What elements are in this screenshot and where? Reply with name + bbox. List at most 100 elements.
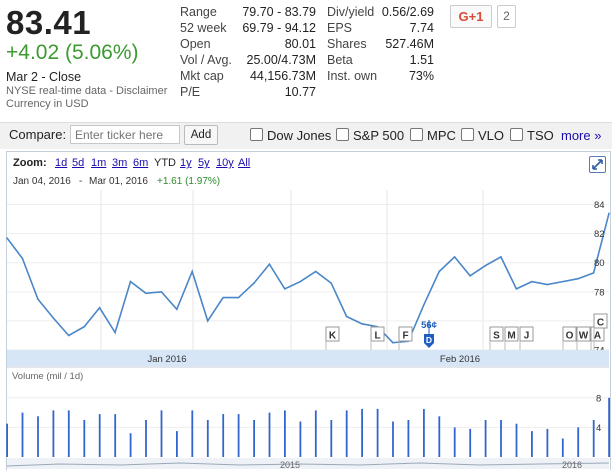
volume-bars — [6, 397, 610, 457]
stat-label: P/E — [180, 85, 201, 99]
price-point — [98, 307, 101, 309]
news-flag-o[interactable]: O — [562, 326, 577, 350]
navigator-label-2016: 2016 — [562, 460, 582, 469]
news-flag-letter: M — [507, 331, 515, 342]
volume-bar — [253, 420, 255, 457]
zoom-5d[interactable]: 5d — [72, 157, 85, 169]
news-flag-c[interactable]: C — [593, 313, 608, 350]
zoom-3m[interactable]: 3m — [112, 157, 128, 169]
range-end[interactable]: Mar 01, 2016 — [89, 176, 148, 187]
stat-value: 80.01 — [284, 37, 316, 51]
data-source-link[interactable]: NYSE real-time data - Disclaimer — [6, 85, 168, 97]
news-flag-w[interactable]: W — [576, 326, 591, 350]
stat-label: Beta — [327, 53, 353, 67]
price-point — [392, 341, 394, 344]
volume-bar — [500, 420, 502, 457]
compare-checkbox-tso[interactable]: TSO — [510, 128, 554, 143]
more-compare-link[interactable]: more » — [561, 128, 602, 143]
volume-gridlines — [7, 397, 609, 428]
dividend-marker[interactable]: 56¢D — [421, 320, 438, 348]
zoom-ytd[interactable]: YTD — [154, 157, 176, 169]
zoom-1d[interactable]: 1d — [55, 157, 68, 169]
volume-bar — [268, 412, 271, 457]
compare-checkbox-sp500[interactable]: S&P 500 — [336, 128, 404, 143]
zoom-5y[interactable]: 5y — [198, 157, 210, 169]
add-ticker-button[interactable]: Add — [184, 125, 218, 145]
checkbox-icon[interactable] — [510, 128, 523, 141]
zoom-1y[interactable]: 1y — [180, 157, 192, 169]
checkbox-icon[interactable] — [250, 128, 263, 141]
zoom-10y[interactable]: 10y — [216, 157, 234, 169]
compare-checkbox-vlo[interactable]: VLO — [461, 128, 504, 143]
volume-y-tick-label: 8 — [596, 393, 601, 404]
stat-label: Open — [180, 37, 211, 51]
stat-value: 1.51 — [409, 53, 434, 67]
news-flag-k[interactable]: K — [325, 326, 340, 350]
volume-bar — [37, 416, 39, 457]
news-flag-s[interactable]: S — [489, 326, 504, 350]
volume-bar — [191, 410, 194, 457]
news-flag-l[interactable]: L — [370, 326, 385, 350]
stat-value: 527.46M — [385, 37, 434, 51]
price-point — [608, 212, 610, 215]
compare-checkbox-mpc[interactable]: MPC — [410, 128, 456, 143]
google-plus-one-button[interactable]: G+1 — [450, 5, 492, 28]
price-point — [253, 282, 255, 284]
y-tick-label: 78 — [594, 287, 605, 298]
news-flag-letter: C — [597, 318, 604, 329]
volume-bar — [21, 412, 24, 457]
news-flag-letter: A — [594, 331, 601, 342]
quote-change: +4.02 (5.06%) — [6, 41, 139, 64]
y-tick-label: 80 — [594, 258, 605, 269]
volume-bar — [392, 421, 394, 457]
volume-bar — [52, 410, 55, 457]
news-flag-letter: K — [329, 331, 337, 342]
volume-y-ticks: 84 — [596, 393, 601, 434]
volume-bar — [114, 414, 117, 457]
news-flag-j[interactable]: J — [519, 326, 534, 350]
volume-bar — [330, 420, 333, 457]
price-gridlines — [7, 190, 609, 351]
stat-label: Div/yield — [327, 5, 375, 19]
news-flag-m[interactable]: M — [504, 326, 519, 350]
price-point — [268, 263, 271, 265]
volume-bar — [284, 410, 286, 457]
stat-row: EPS 7.74 — [327, 20, 434, 36]
navigator-strip[interactable] — [7, 458, 609, 469]
stat-value: 44,156.73M — [249, 69, 316, 83]
zoom-all[interactable]: All — [238, 157, 251, 169]
time-axis-band — [7, 350, 609, 366]
price-point — [546, 283, 549, 286]
news-markers[interactable]: K L F S M J O W AC 56¢D — [325, 313, 608, 350]
stat-label: EPS — [327, 21, 353, 35]
price-point — [453, 256, 456, 258]
price-line — [6, 213, 610, 344]
ticker-search-input[interactable] — [70, 125, 180, 144]
data-disclaimer: NYSE real-time data - Disclaimer Currenc… — [6, 85, 167, 111]
price-point — [175, 308, 178, 311]
checkbox-icon[interactable] — [410, 128, 423, 141]
zoom-6m[interactable]: 6m — [133, 157, 149, 169]
price-series — [6, 212, 610, 344]
checkbox-label: TSO — [527, 128, 554, 143]
stat-value: 69.79 - 94.12 — [242, 21, 316, 35]
stat-row: Div/yield 0.56/2.69 — [327, 4, 434, 20]
volume-bar — [469, 428, 472, 457]
compare-checkbox-dow-jones[interactable]: Dow Jones — [250, 128, 331, 143]
range-start[interactable]: Jan 04, 2016 — [13, 176, 71, 187]
expand-chart-icon[interactable] — [589, 156, 606, 173]
volume-bar — [98, 414, 101, 457]
zoom-label: Zoom: — [13, 157, 47, 169]
volume-bar — [438, 416, 441, 457]
zoom-1m[interactable]: 1m — [91, 157, 107, 169]
volume-bar — [577, 427, 580, 457]
price-point — [129, 280, 132, 283]
checkbox-icon[interactable] — [461, 128, 474, 141]
checkbox-icon[interactable] — [336, 128, 349, 141]
news-flag-f[interactable]: F — [398, 326, 413, 350]
stat-row: Inst. own 73% — [327, 68, 434, 84]
volume-bar — [515, 423, 518, 457]
price-point — [206, 320, 209, 322]
y-tick-label: 84 — [594, 200, 605, 211]
